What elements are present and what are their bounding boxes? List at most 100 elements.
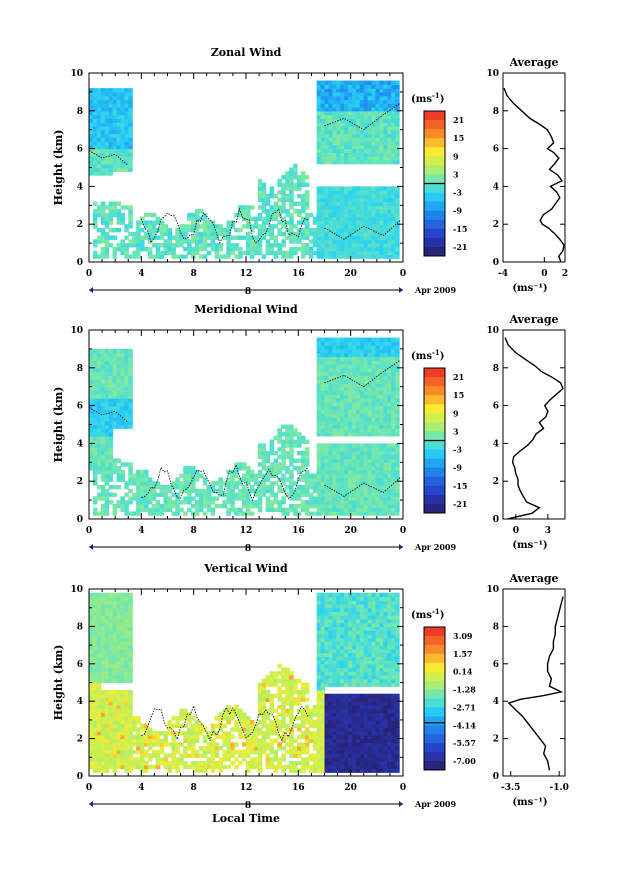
contour-lines: [88, 102, 401, 244]
avg-x-tick-label: 2: [562, 269, 568, 279]
panel-title: Zonal Wind: [211, 46, 282, 59]
colorbar-tick-label: 15: [453, 390, 464, 400]
y-tick-label: 2: [77, 477, 83, 487]
panel-meridional: Meridional Wind 0 2 4 6 8 10 Height (km) 0 4 8 12 16…: [52, 303, 566, 554]
y-tick-label: 4: [77, 439, 83, 449]
average-title: Average: [508, 313, 558, 326]
avg-x-label: (ms⁻¹): [512, 540, 547, 551]
y-tick-label: 6: [77, 402, 83, 412]
average-line: [503, 87, 565, 263]
x-tick-label: 20: [344, 526, 357, 536]
x-tick-label: 20: [344, 269, 357, 279]
heatmap-cells: [89, 337, 400, 516]
average-profile: Average 0 2 4 6 8 10 -3.5 -1.0(ms⁻¹): [486, 572, 568, 808]
x-tick-label: 12: [240, 783, 253, 793]
date-label: Apr 2009: [414, 542, 457, 552]
y-tick-label: 4: [77, 697, 83, 707]
y-tick-label: 8: [77, 107, 83, 117]
y-tick-label: 8: [77, 364, 83, 374]
colorbar-tick-label: -5.57: [453, 738, 476, 748]
avg-x-tick-label: 0: [513, 526, 519, 536]
y-tick-label: 6: [77, 660, 83, 670]
y-tick-label: 0: [77, 258, 83, 268]
x-tick-label: 8: [191, 269, 197, 279]
x-axis-label: Local Time: [212, 812, 280, 825]
avg-y-tick-label: 2: [493, 735, 499, 745]
colorbar-tick-label: -21: [453, 499, 467, 509]
avg-y-tick-label: 2: [493, 220, 499, 230]
y-tick-label: 2: [77, 220, 83, 230]
x-tick-label: 16: [292, 783, 305, 793]
avg-y-tick-label: 8: [493, 622, 499, 632]
colorbar: 3.09 1.57 0.14 -1.28 -2.71 -4.14 -5.57 -7.00 (ms…: [411, 607, 476, 771]
colorbar-tick-label: -15: [453, 224, 467, 234]
colorbar-tick-label: -9: [453, 463, 462, 473]
colorbar-tick-label: 9: [453, 151, 459, 161]
avg-y-tick-label: 8: [493, 107, 499, 117]
x-tick-label: 8: [191, 526, 197, 536]
avg-x-tick-label: 3: [545, 526, 551, 536]
avg-y-tick-label: 0: [493, 772, 499, 782]
colorbar-tick-label: -7.00: [453, 756, 476, 766]
colorbar-tick-label: -15: [453, 481, 467, 491]
average-line: [507, 596, 564, 771]
avg-y-tick-label: 6: [493, 402, 499, 412]
day-label: 8: [245, 544, 251, 554]
colorbar-unit: (ms-1): [411, 91, 444, 105]
x-tick-label: 0: [86, 269, 92, 279]
x-tick-label: 4: [138, 783, 144, 793]
colorbar-tick-label: 21: [453, 372, 464, 382]
avg-y-tick-label: 2: [493, 477, 499, 487]
average-profile: Average 0 2 4 6 8 10 0 3 (ms⁻¹): [486, 313, 566, 551]
colorbar: 21 15 9 3 -3 -9 -15 -21 (ms-1): [411, 348, 467, 514]
date-label: Apr 2009: [414, 285, 457, 295]
y-tick-label: 0: [77, 515, 83, 525]
colorbar-tick-label: -2.71: [453, 702, 476, 712]
colorbar-tick-label: 3: [453, 169, 459, 179]
avg-y-tick-label: 6: [493, 660, 499, 670]
avg-y-tick-label: 4: [493, 182, 499, 192]
x-tick-label: 0: [400, 526, 406, 536]
avg-x-label: (ms⁻¹): [512, 283, 547, 294]
avg-y-tick-label: 0: [493, 258, 499, 268]
panel-title: Vertical Wind: [203, 562, 288, 575]
y-tick-label: 8: [77, 622, 83, 632]
average-frame: [502, 329, 566, 520]
colorbar-tick-label: 3: [453, 426, 459, 436]
avg-y-tick-label: 10: [486, 326, 499, 336]
avg-x-tick-label: 0: [541, 269, 547, 279]
contour-lines: [141, 704, 309, 742]
colorbar-tick-label: -1.28: [453, 685, 476, 695]
average-frame: [502, 72, 566, 263]
avg-y-tick-label: 4: [493, 697, 499, 707]
colorbar-tick-label: -9: [453, 206, 462, 216]
colorbar-tick-label: 21: [453, 115, 464, 125]
colorbar-tick-label: 15: [453, 133, 464, 143]
x-tick-label: 16: [292, 269, 305, 279]
x-tick-label: 8: [191, 783, 197, 793]
colorbar-frame: [423, 626, 446, 771]
y-tick-label: 0: [77, 772, 83, 782]
x-tick-label: 16: [292, 526, 305, 536]
day-label: 8: [245, 801, 251, 811]
y-tick-label: 10: [70, 69, 83, 79]
heatmap-cells: [89, 80, 400, 259]
y-tick-label: 6: [77, 145, 83, 155]
x-tick-label: 0: [86, 783, 92, 793]
x-tick-label: 4: [138, 269, 144, 279]
y-axis-label: Height (km): [52, 645, 65, 721]
contour-lines: [88, 359, 401, 502]
colorbar-tick-label: -4.14: [453, 720, 476, 730]
x-tick-label: 12: [240, 526, 253, 536]
average-title: Average: [508, 56, 558, 69]
avg-y-tick-label: 10: [486, 585, 499, 595]
x-tick-label: 12: [240, 269, 253, 279]
x-tick-label: 0: [86, 526, 92, 536]
y-tick-label: 10: [70, 585, 83, 595]
colorbar-tick-label: 9: [453, 408, 459, 418]
y-tick-label: 2: [77, 735, 83, 745]
colorbar-unit: (ms-1): [411, 607, 444, 621]
